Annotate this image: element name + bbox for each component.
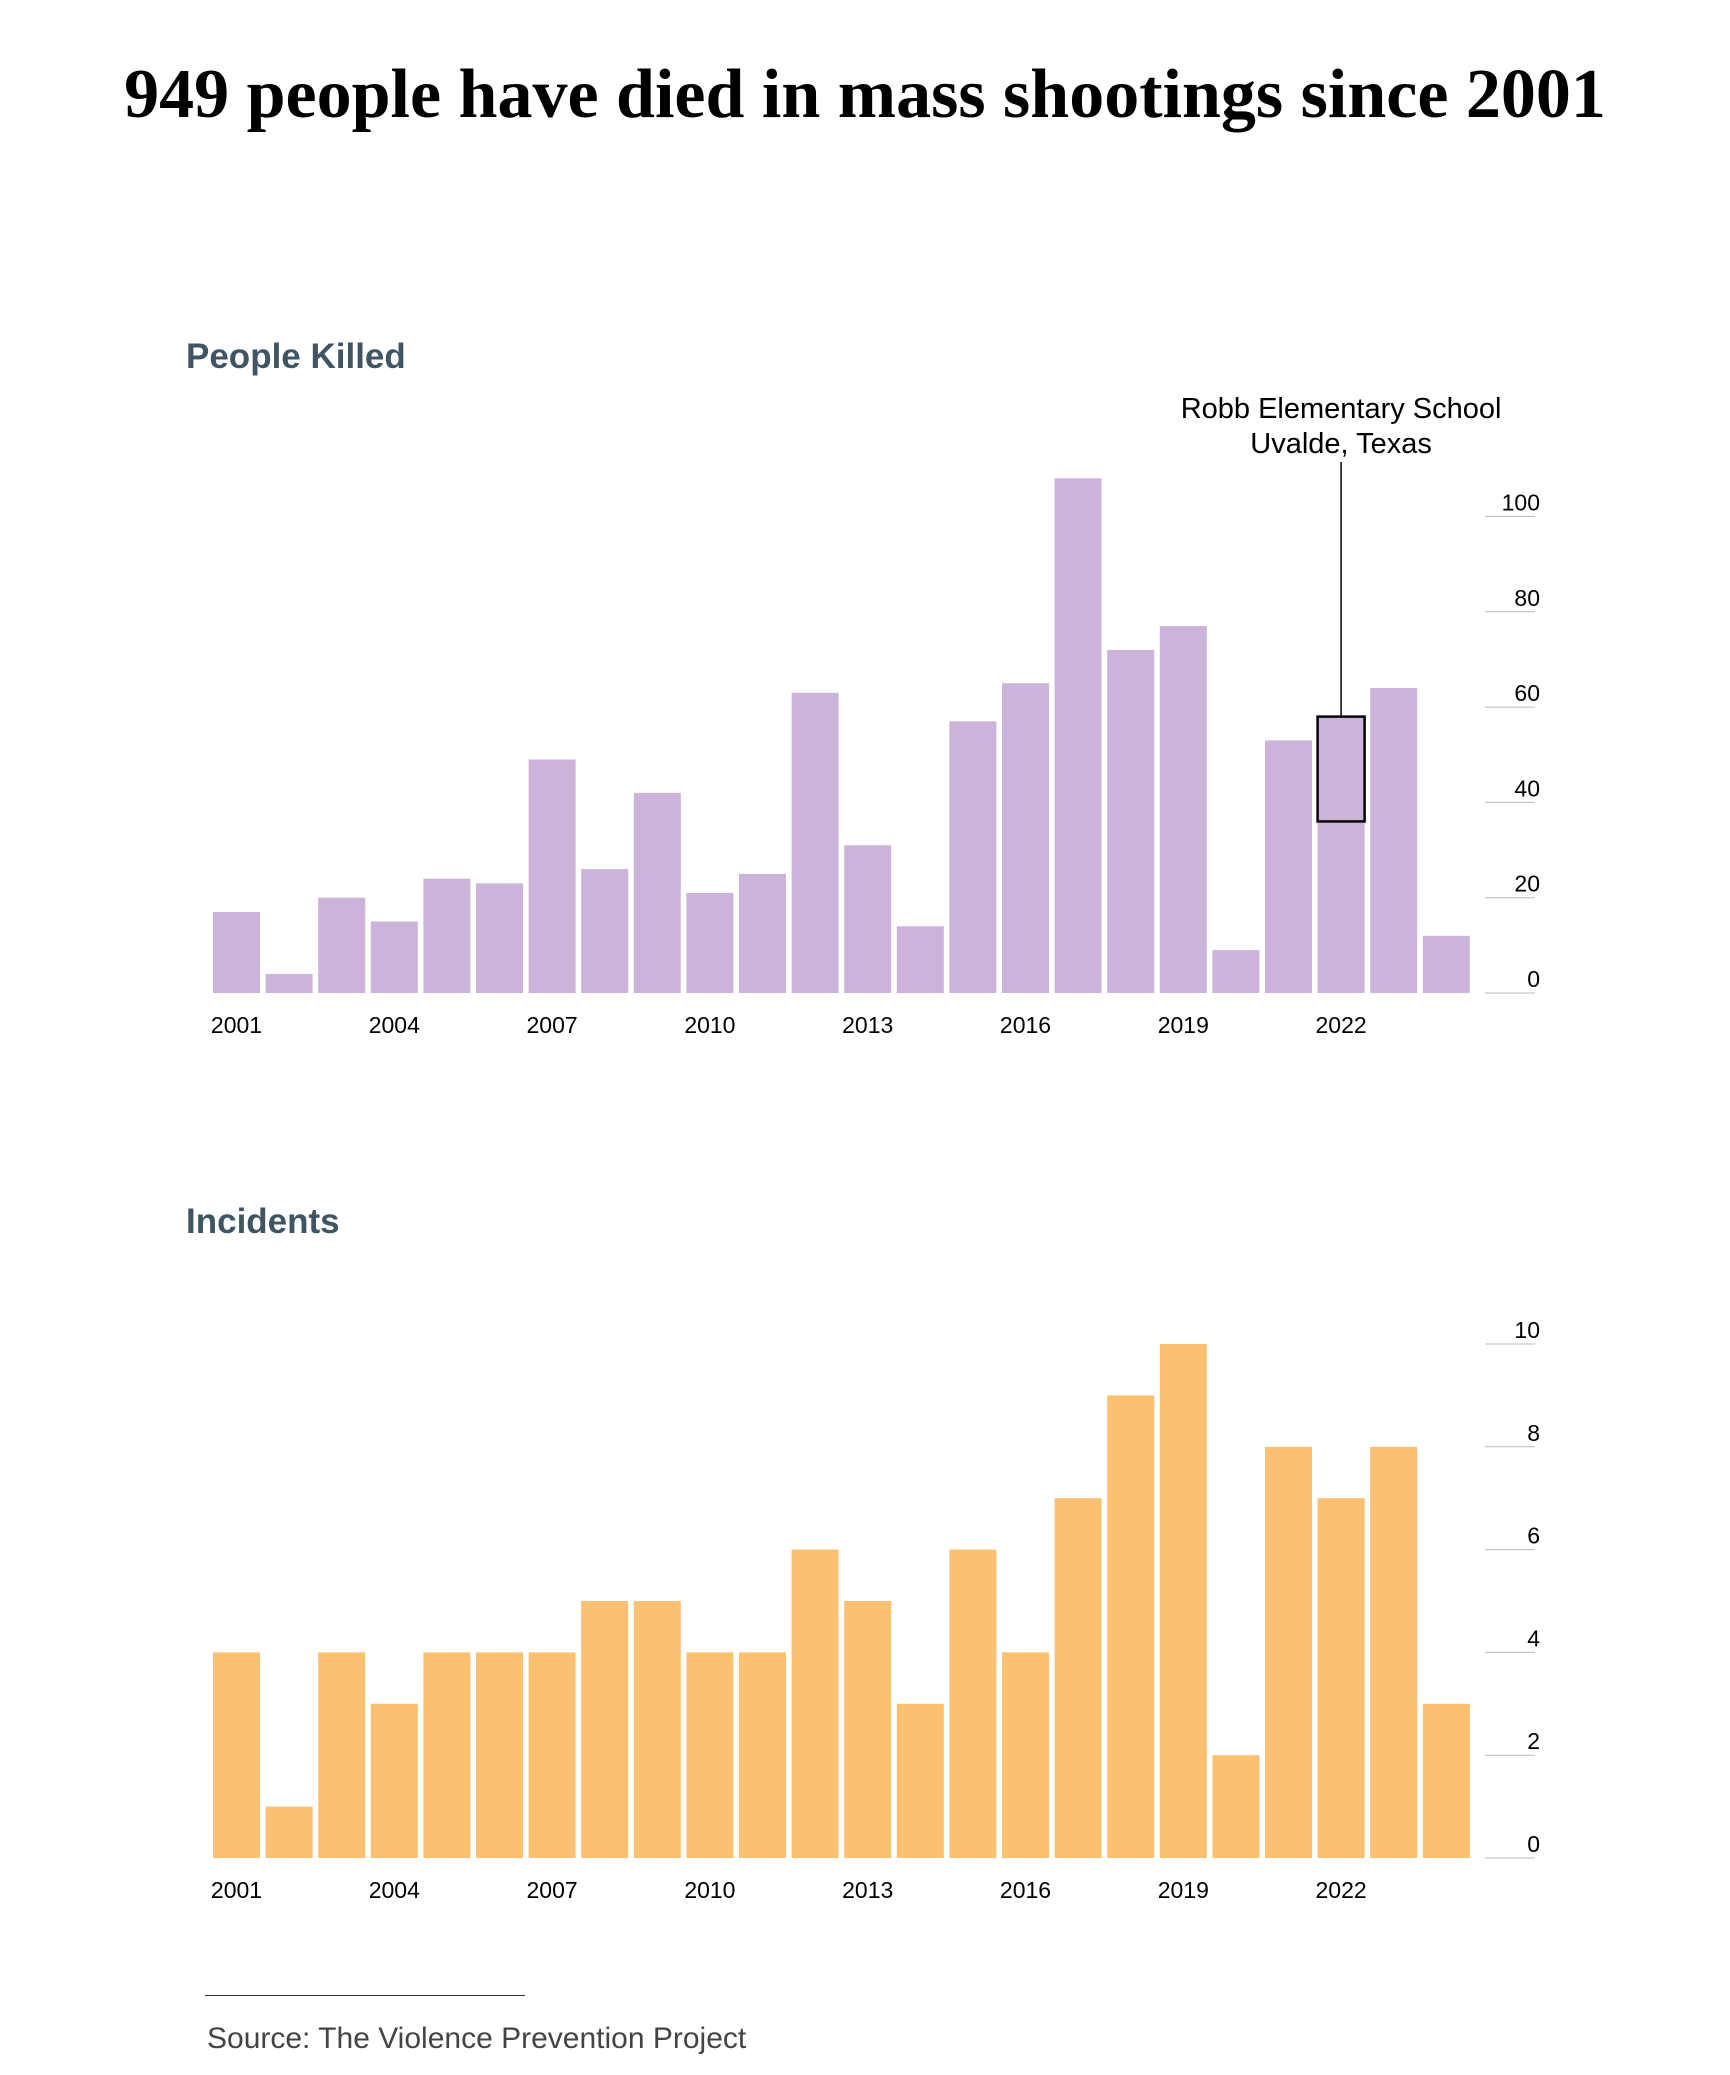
annotation-location: Uvalde, Texas [1250, 428, 1432, 460]
bar-2017 [1054, 1498, 1102, 1858]
bar-2022 [1317, 1498, 1365, 1858]
y-tick-label-100: 100 [1502, 489, 1540, 515]
bar-2023 [1370, 688, 1418, 993]
bar-2008 [581, 1601, 629, 1858]
x-tick-label-2013: 2013 [842, 1012, 893, 1038]
bar-2014 [896, 926, 944, 993]
bar-2010 [686, 1652, 734, 1858]
bar-2021 [1265, 740, 1312, 993]
bar-2006 [476, 883, 523, 993]
bar-2006 [476, 1652, 523, 1858]
bar-2011 [739, 873, 786, 993]
incidents-chart-title: Incidents [186, 1202, 340, 1241]
incidents-chart: 2001 2004 2007 2010 2013 2016 2019 2022 0 2 4 6 8 10 [211, 1317, 1540, 1903]
bar-2021 [1265, 1446, 1312, 1858]
x-tick-label-2001: 2001 [211, 1877, 262, 1903]
bar-2015 [949, 1549, 997, 1858]
bar-2007 [528, 1652, 576, 1858]
x-tick-label-2022: 2022 [1316, 1877, 1367, 1903]
x-tick-label-2001: 2001 [211, 1012, 262, 1038]
source-divider [205, 1995, 525, 1996]
x-tick-label-2019: 2019 [1158, 1012, 1209, 1038]
bar-2009 [633, 792, 681, 993]
bar-2015 [949, 721, 997, 993]
bar-2024 [1422, 1703, 1470, 1858]
bar-2002 [265, 1806, 313, 1858]
y-tick-label-2: 2 [1527, 1728, 1540, 1754]
x-tick-label-2016: 2016 [1000, 1012, 1051, 1038]
x-tick-label-2004: 2004 [369, 1877, 420, 1903]
bar-2001 [213, 911, 260, 993]
bar-2004 [370, 921, 418, 993]
people-killed-chart-title: People Killed [186, 337, 406, 376]
people-killed-chart: 2001 2004 2007 2010 2013 2016 2019 2022 0 20 40 60 8… [211, 393, 1540, 1038]
annotation-school-name: Robb Elementary School [1181, 393, 1502, 425]
y-tick-label-6: 6 [1527, 1523, 1540, 1549]
bar-2016 [1002, 683, 1049, 993]
bar-2002 [265, 973, 313, 993]
bar-2008 [581, 869, 629, 993]
x-tick-label-2022: 2022 [1316, 1012, 1367, 1038]
y-tick-label-20: 20 [1514, 871, 1540, 897]
source-note: Source: The Violence Prevention Project [207, 2022, 747, 2055]
x-tick-label-2013: 2013 [842, 1877, 893, 1903]
y-tick-label-40: 40 [1514, 775, 1540, 801]
bar-2012 [791, 1549, 839, 1858]
bar-2004 [370, 1703, 418, 1858]
bar-2018 [1107, 1395, 1155, 1858]
bar-2020 [1212, 1755, 1260, 1858]
x-tick-label-2019: 2019 [1158, 1877, 1209, 1903]
bar-2013 [844, 1601, 892, 1858]
bar-2011 [739, 1652, 786, 1858]
bar-2018 [1107, 649, 1155, 993]
bar-2020 [1212, 950, 1260, 993]
bar-2005 [423, 1652, 471, 1858]
y-tick-label-80: 80 [1514, 585, 1540, 611]
bar-2003 [318, 897, 366, 993]
x-tick-label-2010: 2010 [684, 1877, 735, 1903]
bar-2012 [791, 692, 839, 993]
bar-2019 [1159, 1344, 1207, 1858]
bar-2003 [318, 1652, 366, 1858]
x-tick-label-2007: 2007 [527, 1877, 578, 1903]
y-tick-label-0: 0 [1527, 966, 1540, 992]
x-tick-label-2004: 2004 [369, 1012, 420, 1038]
y-tick-label-8: 8 [1527, 1420, 1540, 1446]
x-tick-label-2016: 2016 [1000, 1877, 1051, 1903]
bar-2013 [844, 845, 892, 993]
bar-2005 [423, 878, 471, 993]
bar-2016 [1002, 1652, 1049, 1858]
bar-2022 [1317, 716, 1365, 993]
y-tick-label-60: 60 [1514, 680, 1540, 706]
y-tick-label-4: 4 [1527, 1625, 1540, 1651]
bar-2017 [1054, 478, 1102, 993]
x-tick-label-2010: 2010 [684, 1012, 735, 1038]
bar-2023 [1370, 1446, 1418, 1858]
chart-main-title: 949 people have died in mass shootings s… [124, 56, 1606, 133]
bar-2001 [213, 1652, 260, 1858]
bar-2009 [633, 1601, 681, 1858]
y-tick-label-0: 0 [1527, 1831, 1540, 1857]
y-tick-label-10: 10 [1514, 1317, 1540, 1343]
bar-2010 [686, 892, 734, 993]
bar-2007 [528, 759, 576, 993]
x-tick-label-2007: 2007 [527, 1012, 578, 1038]
bar-2019 [1159, 626, 1207, 993]
bar-2024 [1422, 935, 1470, 993]
bar-2014 [896, 1703, 944, 1858]
